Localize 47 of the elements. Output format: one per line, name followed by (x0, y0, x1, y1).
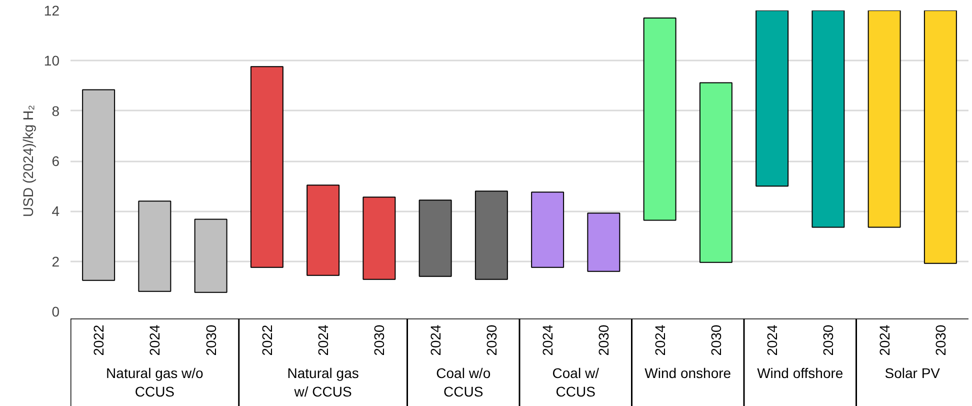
x-tick-label: 2024 (315, 324, 332, 356)
bar (643, 18, 676, 221)
y-tick-label: 6 (52, 153, 60, 169)
y-tick-label: 10 (44, 52, 60, 69)
bar (924, 10, 957, 264)
bar (82, 89, 116, 281)
bar (138, 200, 172, 292)
text: Wind offshore (757, 365, 844, 382)
bar (418, 200, 452, 277)
y-tick-label: 2 (52, 253, 60, 270)
x-tick-label: 2024 (427, 324, 444, 356)
y-tick-label: 12 (44, 2, 60, 18)
x-tick-label: 2022 (90, 324, 107, 356)
text: Coal w/ CCUS (552, 365, 600, 400)
bar (812, 10, 845, 228)
x-tick-label: 2024 (876, 324, 892, 356)
bar (250, 66, 284, 268)
x-tick-label: 2024 (146, 324, 163, 356)
x-tick-label: 2022 (258, 324, 275, 356)
x-tick-label: 2030 (202, 324, 219, 356)
x-tick-label: 2030 (932, 324, 948, 356)
bar (756, 10, 789, 187)
x-tick-label: 2030 (371, 324, 388, 356)
x-tick-label: 2024 (652, 324, 668, 356)
x-tick-label: 2024 (540, 324, 556, 356)
x-tick-label: 2030 (596, 324, 612, 356)
x-tick-label: 2030 (708, 324, 724, 356)
text: Coal w/o CCUS (436, 365, 491, 400)
y-axis-title: USD (2024)/kg H₂ (20, 104, 36, 218)
bar (474, 190, 508, 280)
bar (306, 184, 340, 276)
y-tick-label: 0 (52, 304, 60, 320)
bar (587, 212, 620, 272)
bar (868, 10, 901, 228)
text: Wind onshore (644, 365, 732, 382)
x-tick-label: 2024 (764, 324, 780, 356)
x-tick-label: 2030 (483, 324, 500, 356)
y-tick-label: 4 (52, 203, 60, 220)
text: Solar PV (884, 365, 941, 382)
text: Natural gas w/o CCUS (106, 365, 204, 400)
text: Natural gas w/ CCUS (287, 365, 359, 400)
bar (362, 196, 396, 280)
x-tick-label: 2030 (820, 324, 836, 356)
y-tick-label: 8 (52, 102, 60, 119)
bar (699, 82, 732, 263)
bar (531, 192, 564, 268)
bar (194, 218, 228, 293)
